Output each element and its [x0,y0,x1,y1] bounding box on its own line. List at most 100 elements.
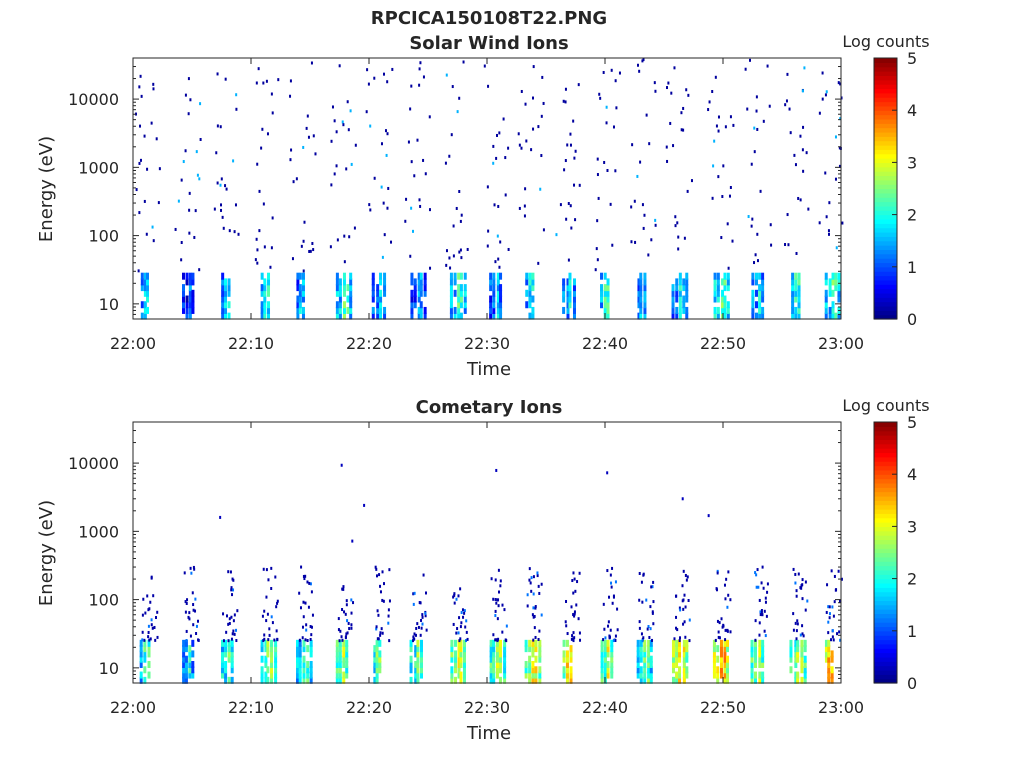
data-cell [227,570,230,574]
data-cell [649,627,652,631]
data-cell [263,284,267,292]
data-cell [188,611,191,615]
data-cell [725,639,729,647]
data-cell [671,650,675,658]
data-cell [614,169,617,173]
data-cell [378,655,382,663]
data-cell [227,645,231,653]
data-cell [682,128,685,132]
data-cell [309,660,313,668]
data-cell [789,655,793,663]
data-cell [224,660,228,668]
data-cell [338,289,342,297]
data-cell [424,611,427,615]
data-cell [827,671,831,679]
data-cell [147,624,150,628]
colorbar-swatch [874,604,897,610]
data-cell [378,639,382,647]
data-cell [221,295,225,303]
data-cell [457,671,461,679]
data-cell [723,650,727,658]
data-cell [459,312,463,320]
data-cell [333,172,336,176]
data-cell [542,101,545,105]
data-cell [759,610,762,614]
data-cell [153,625,156,629]
data-cell [755,585,758,589]
data-cell [501,630,504,634]
data-cell [296,676,300,684]
data-cell [490,577,493,581]
data-cell [678,306,682,314]
data-cell [672,144,675,148]
data-cell [753,660,757,668]
data-cell [232,629,235,633]
data-cell [141,638,144,642]
data-cell [683,593,686,597]
data-cell [686,575,689,579]
data-cell [565,217,568,221]
data-cell [410,278,414,286]
data-cell [267,272,271,280]
data-cell [751,278,755,286]
data-cell [523,204,526,208]
colorbar-tick-label: 2 [907,206,917,225]
data-cell [306,580,309,584]
colorbar-swatch [874,301,897,307]
data-cell [494,614,497,618]
data-cell [504,638,507,642]
data-cell [794,581,797,585]
data-cell [376,301,380,309]
data-cell [821,71,824,75]
data-cell [335,655,339,663]
data-cell [716,619,719,623]
data-cell [834,312,838,320]
colorbar-swatch [874,127,897,133]
data-cell [647,645,651,653]
data-cell [647,676,651,684]
data-cell [330,139,333,143]
data-cell [760,609,763,613]
data-cell [797,312,801,320]
data-cell [187,77,190,81]
data-cell [185,301,189,309]
data-cell [716,569,719,573]
data-cell [413,632,416,636]
data-cell [499,272,503,280]
data-cell [306,660,310,668]
data-cell [643,666,647,674]
data-cell [794,655,798,663]
data-cell [341,587,344,591]
data-cell [791,284,795,292]
data-cell [220,177,223,181]
data-cell [574,218,577,222]
data-cell [309,676,313,684]
data-cell [828,278,832,286]
data-cell [540,582,543,586]
data-cell [827,645,831,653]
data-cell [636,671,640,679]
data-cell [673,66,676,70]
data-cell [801,597,804,601]
data-cell [828,289,832,297]
data-cell [145,278,149,286]
data-cell [726,278,730,286]
data-cell [417,625,420,629]
data-cell [794,306,798,314]
data-cell [260,645,264,653]
colorbar-swatch [874,622,897,628]
data-cell [237,232,240,236]
data-cell [298,306,302,314]
data-cell [534,645,538,653]
data-cell [492,144,495,148]
data-cell [423,284,427,292]
data-cell [185,629,188,633]
data-cell [638,69,641,73]
data-cell [572,119,575,123]
data-cell [264,671,268,679]
data-cell [716,676,720,684]
data-cell [348,235,351,239]
data-cell [227,650,231,658]
data-cell [531,639,535,647]
data-cell [377,637,380,641]
